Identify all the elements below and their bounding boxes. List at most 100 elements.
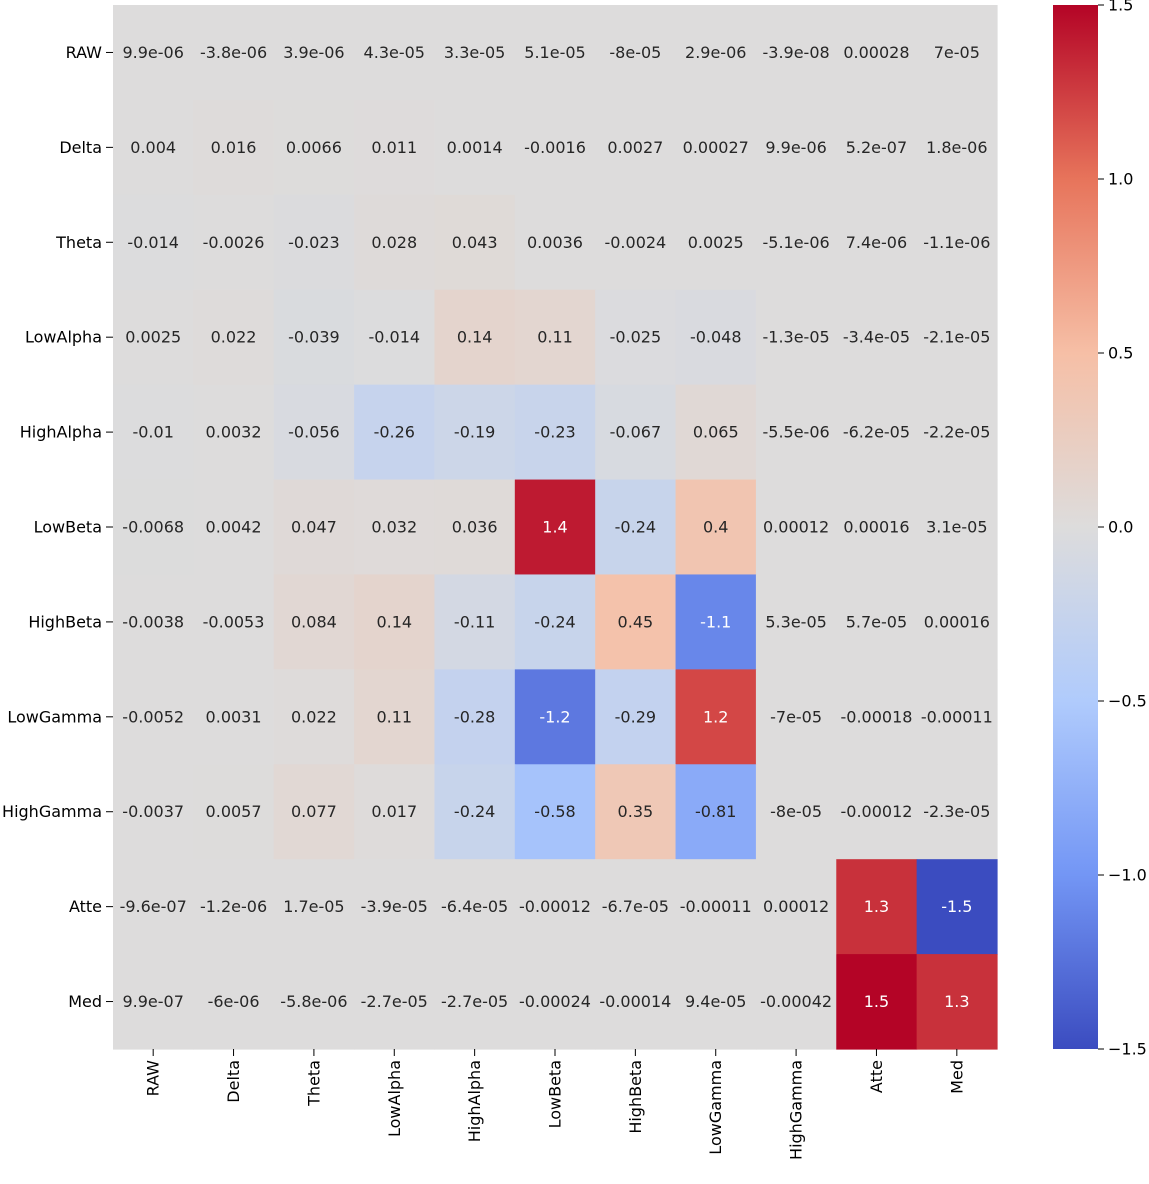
heatmap-cell-LowAlpha-HighAlpha xyxy=(434,289,516,386)
heatmap-cell-HighAlpha-Atte xyxy=(836,384,918,481)
heatmap-cell-LowGamma-Delta xyxy=(193,669,275,765)
cell-value-label: -0.24 xyxy=(615,518,656,537)
heatmap-cell-Theta-LowGamma xyxy=(675,194,757,291)
heatmap-cell-LowGamma-RAW xyxy=(113,669,194,765)
heatmap-cell-LowBeta-Delta xyxy=(193,479,275,576)
cell-value-label: 1.8e-06 xyxy=(926,138,987,157)
cell-value-label: 9.9e-06 xyxy=(122,43,183,62)
cell-value-label: -0.23 xyxy=(534,423,575,442)
cell-value-label: 0.043 xyxy=(452,233,498,252)
x-tick-label: RAW xyxy=(144,1060,163,1097)
heatmap-cell-Atte-HighGamma xyxy=(755,859,837,955)
cell-value-label: -8e-05 xyxy=(609,43,661,62)
cell-value-label: -1.2e-06 xyxy=(200,897,267,916)
heatmap-cell-Med-Theta xyxy=(273,954,355,1050)
heatmap-cell-Med-LowAlpha xyxy=(354,954,436,1050)
cell-value-label: -1.3e-05 xyxy=(762,328,829,347)
cell-value-label: -0.014 xyxy=(368,328,420,347)
heatmap-cell-LowAlpha-Theta xyxy=(273,289,355,386)
heatmap-cell-HighGamma-Delta xyxy=(193,764,275,860)
heatmap-cell-Theta-RAW xyxy=(113,194,194,291)
cell-value-label: -0.00014 xyxy=(599,992,671,1011)
cell-value-label: 1.3 xyxy=(864,897,889,916)
colorbar-tick-label: −1.0 xyxy=(1108,866,1147,885)
heatmap-cell-HighGamma-Atte xyxy=(836,764,918,860)
colorbar-tick-label: −1.5 xyxy=(1108,1040,1147,1059)
heatmap-cell-Delta-Atte xyxy=(836,99,918,196)
cell-value-label: 0.022 xyxy=(291,707,337,726)
cell-value-label: -9.6e-07 xyxy=(120,897,187,916)
heatmap-cell-Delta-LowAlpha xyxy=(354,99,436,196)
cell-value-label: -3.9e-05 xyxy=(361,897,428,916)
heatmap-cell-RAW-Med xyxy=(916,5,998,101)
heatmap-cell-Med-Atte xyxy=(836,954,918,1050)
cell-value-label: -0.00011 xyxy=(921,707,993,726)
cell-value-label: -7e-05 xyxy=(770,707,822,726)
heatmap-cell-RAW-Theta xyxy=(273,5,355,101)
y-tick-label: HighGamma xyxy=(2,802,102,821)
cell-value-label: 0.00028 xyxy=(843,43,909,62)
heatmap-cell-HighBeta-Atte xyxy=(836,574,918,670)
x-tick-label: LowBeta xyxy=(546,1060,565,1128)
cell-value-label: -0.24 xyxy=(454,802,495,821)
heatmap-cell-HighGamma-Med xyxy=(916,764,998,860)
heatmap-cell-LowBeta-HighAlpha xyxy=(434,479,516,576)
cell-value-label: -5.1e-06 xyxy=(762,233,829,252)
colorbar-tick-label: −0.5 xyxy=(1108,692,1147,711)
cell-value-label: -0.24 xyxy=(534,612,575,631)
cell-value-label: 0.036 xyxy=(452,518,498,537)
cell-value-label: -2.7e-05 xyxy=(361,992,428,1011)
heatmap-cell-RAW-HighAlpha xyxy=(434,5,516,101)
cell-value-label: -2.3e-05 xyxy=(923,802,990,821)
cell-value-label: 1.5 xyxy=(864,992,889,1011)
heatmap-cell-HighBeta-Med xyxy=(916,574,998,670)
cell-value-label: -0.0052 xyxy=(122,707,184,726)
cell-value-label: -0.81 xyxy=(695,802,736,821)
cell-value-label: 0.11 xyxy=(376,707,412,726)
heatmap-cell-RAW-LowBeta xyxy=(514,5,596,101)
heatmap-cell-HighAlpha-LowAlpha xyxy=(354,384,436,481)
cell-value-label: -0.29 xyxy=(615,707,656,726)
x-tick-label: Delta xyxy=(224,1060,243,1103)
cell-value-label: -6.7e-05 xyxy=(602,897,669,916)
cell-value-label: -6e-06 xyxy=(208,992,260,1011)
cell-value-label: 2.9e-06 xyxy=(685,43,746,62)
y-tick-label: Med xyxy=(68,992,102,1011)
heatmap-cell-HighAlpha-RAW xyxy=(113,384,194,481)
cell-value-label: -0.11 xyxy=(454,612,495,631)
cell-value-label: -5.5e-06 xyxy=(762,423,829,442)
colorbar-tick-label: 1.5 xyxy=(1108,0,1133,15)
cell-value-label: 5.7e-05 xyxy=(846,612,907,631)
heatmap-cell-Delta-Theta xyxy=(273,99,355,196)
heatmap-cell-Atte-HighBeta xyxy=(595,859,677,955)
heatmap-cell-HighAlpha-LowBeta xyxy=(514,384,596,481)
cell-value-label: -0.039 xyxy=(288,328,340,347)
cell-value-label: -0.26 xyxy=(374,423,415,442)
cell-value-label: -0.0024 xyxy=(604,233,666,252)
heatmap-cell-RAW-LowAlpha xyxy=(354,5,436,101)
heatmap-cell-Atte-HighAlpha xyxy=(434,859,516,955)
heatmap-cell-LowBeta-LowAlpha xyxy=(354,479,436,576)
cell-value-label: -1.1e-06 xyxy=(923,233,990,252)
heatmap-cell-HighBeta-HighAlpha xyxy=(434,574,516,670)
heatmap-cell-LowAlpha-HighBeta xyxy=(595,289,677,386)
heatmap-cell-LowAlpha-LowAlpha xyxy=(354,289,436,386)
heatmap-cell-HighAlpha-HighAlpha xyxy=(434,384,516,481)
heatmap-cell-LowGamma-HighAlpha xyxy=(434,669,516,765)
cell-value-label: 1.7e-05 xyxy=(283,897,344,916)
row-labels: RAW Delta Theta LowAlpha HighAlpha LowBeta Hig… xyxy=(2,43,113,1011)
cell-value-label: -0.0068 xyxy=(122,518,184,537)
y-tick-label: LowAlpha xyxy=(25,328,102,347)
y-tick-label: Atte xyxy=(69,897,102,916)
cell-value-label: -0.0053 xyxy=(203,612,265,631)
heatmap-cell-Theta-LowAlpha xyxy=(354,194,436,291)
cell-value-label: -0.056 xyxy=(288,423,340,442)
heatmap-cell-RAW-Delta xyxy=(193,5,275,101)
heatmap-cell-HighAlpha-LowGamma xyxy=(675,384,757,481)
cell-value-label: -0.0026 xyxy=(203,233,265,252)
cell-value-label: 1.2 xyxy=(703,707,728,726)
heatmap-cell-Delta-LowBeta xyxy=(514,99,596,196)
heatmap-cell-LowAlpha-Atte xyxy=(836,289,918,386)
cell-value-label: -3.8e-06 xyxy=(200,43,267,62)
